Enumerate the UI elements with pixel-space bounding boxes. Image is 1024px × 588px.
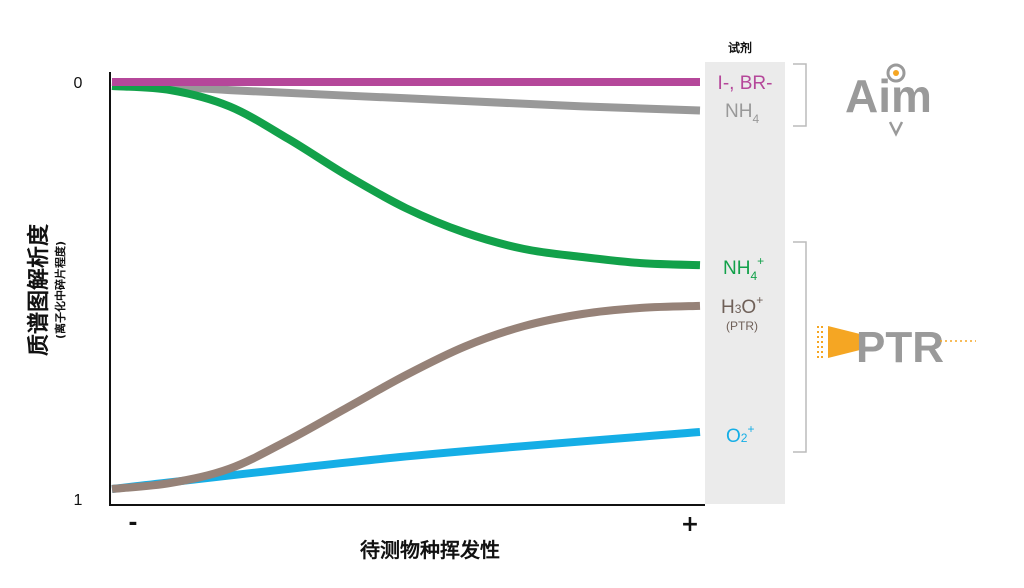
x-axis-label: 待测物种挥发性 [360, 538, 500, 562]
series-nh4-green [111, 82, 701, 270]
label-iodide: I-, BR- [718, 73, 773, 94]
ptr-bracket [793, 241, 807, 453]
label-h3o-rest: O [741, 297, 756, 318]
ptr-logo-text: PTR [856, 323, 944, 372]
y-tick-0: 0 [74, 75, 83, 92]
label-o2-sup: + [747, 422, 754, 436]
y-axis-sublabel: (离子化中碎片程度) [53, 241, 67, 339]
label-nh4-green-main: NH [723, 258, 750, 279]
series-layer [111, 77, 701, 493]
ptr-logo-cone [828, 326, 860, 358]
label-h3o-sup: + [756, 293, 763, 307]
x-tick-plus: + [681, 512, 699, 537]
label-h3o-main: H [721, 297, 735, 318]
aim-logo: Aim [845, 63, 932, 137]
aim-logo-arrow-tail [888, 121, 904, 137]
y-tick-1: 1 [74, 492, 83, 509]
series-nh4-gray [111, 78, 701, 115]
label-nh4-gray-main: NH [725, 101, 752, 122]
aim-bracket [793, 63, 807, 127]
x-tick-minus: - [128, 511, 137, 536]
label-h3o: H3O+ [721, 293, 763, 318]
label-h3o-sub: 3 [735, 302, 742, 316]
label-o2: O2+ [726, 422, 754, 447]
label-nh4-green: NH4+ [723, 254, 764, 283]
label-o2-main: O [726, 426, 741, 447]
label-nh4-green-sup: + [757, 254, 764, 268]
label-o2-sub: 2 [741, 431, 748, 445]
reagent-panel [705, 62, 785, 504]
y-axis-label: 质谱图解析度 [26, 223, 52, 356]
series-h3o [111, 301, 701, 493]
reagent-header: 试剂 [728, 40, 752, 55]
label-nh4-gray-sub: 4 [752, 112, 759, 126]
label-nh4-green-sub: 4 [750, 269, 757, 283]
label-h3o-note: (PTR) [726, 319, 758, 333]
ptr-logo: PTR [817, 323, 976, 372]
label-nh4-gray: NH4 [725, 101, 759, 126]
